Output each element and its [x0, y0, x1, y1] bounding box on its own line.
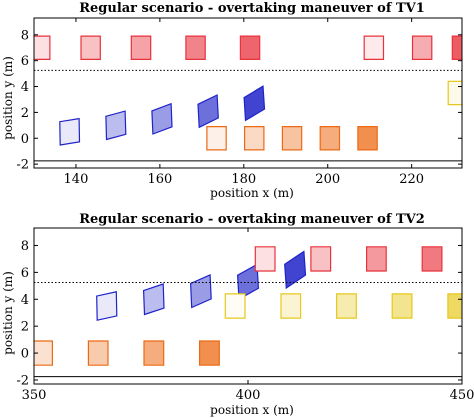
vehicle-footprint — [80, 35, 101, 61]
x-axis-label: position x (m) — [210, 403, 294, 417]
y-tick-label: -2 — [16, 158, 29, 173]
x-tick-label: 450 — [450, 388, 474, 403]
vehicle-footprint — [310, 246, 332, 272]
y-tick-label: 0 — [21, 132, 29, 147]
chart-panel-tv1: Regular scenario - overtaking maneuver o… — [1, 1, 463, 200]
vehicle-footprint — [451, 35, 462, 61]
road-reference-lines — [34, 69, 462, 162]
x-axis-label: position x (m) — [210, 186, 294, 200]
vehicle-footprint — [366, 246, 387, 272]
y-tick-label: 4 — [21, 80, 29, 95]
vehicle-footprint — [239, 35, 261, 61]
y-tick-label: 2 — [21, 320, 29, 335]
y-axis-label: position y (m) — [1, 56, 15, 140]
x-tick-label: 200 — [315, 172, 340, 187]
chart-title: Regular scenario - overtaking maneuver o… — [79, 212, 425, 227]
vehicle-footprint — [59, 117, 81, 146]
vehicle-footprint — [357, 125, 378, 151]
vehicle-footprint — [254, 246, 276, 272]
vehicle-footprint — [244, 125, 265, 151]
x-tick-label: 400 — [236, 388, 261, 403]
vehicle-footprint — [391, 293, 413, 319]
vehicle-footprint — [206, 125, 227, 151]
vehicle-footprint — [34, 340, 54, 366]
vehicle-footprints — [34, 246, 462, 366]
y-tick-label: 8 — [21, 239, 29, 254]
y-tick-labels: -2 0 2 4 6 8 — [16, 28, 462, 173]
y-tick-label: -2 — [16, 373, 29, 388]
vehicle-footprint — [197, 94, 219, 129]
y-tick-label: 4 — [21, 293, 29, 308]
vehicle-footprint — [363, 35, 385, 61]
x-tick-labels: 140 160 180 200 220 — [64, 18, 424, 187]
vehicle-footprint — [243, 85, 266, 122]
vehicle-footprint — [143, 340, 165, 366]
vehicle-footprint — [199, 340, 220, 366]
vehicle-footprint — [447, 293, 462, 319]
vehicle-footprint — [421, 246, 443, 272]
x-tick-labels: 350 400 450 — [22, 228, 474, 403]
vehicle-footprint — [130, 35, 152, 61]
vehicle-footprint — [151, 102, 173, 135]
vehicle-footprint — [224, 293, 246, 319]
x-tick-label: 180 — [231, 172, 256, 187]
x-tick-label: 220 — [399, 172, 424, 187]
chart-title: Regular scenario - overtaking maneuver o… — [79, 1, 425, 16]
vehicle-footprint — [336, 293, 357, 319]
y-tick-label: 0 — [21, 347, 29, 362]
vehicle-footprint — [142, 283, 165, 316]
y-tick-label: 6 — [21, 54, 29, 69]
vehicle-footprints — [34, 35, 462, 151]
vehicle-footprint — [96, 291, 118, 321]
vehicle-footprint — [281, 125, 303, 151]
vehicle-footprint — [280, 293, 302, 319]
y-tick-label: 8 — [21, 28, 29, 43]
y-tick-label: 6 — [21, 266, 29, 281]
vehicle-footprint — [105, 110, 127, 141]
x-tick-label: 140 — [64, 172, 89, 187]
vehicle-footprint — [34, 35, 51, 61]
y-tick-labels: -2 0 2 4 6 8 — [16, 239, 462, 388]
x-tick-label: 160 — [147, 172, 172, 187]
y-axis-label: position y (m) — [1, 271, 15, 355]
vehicle-footprint — [87, 340, 109, 366]
road-reference-lines — [34, 281, 462, 378]
vehicle-footprint — [189, 273, 212, 309]
vehicle-footprint — [284, 250, 307, 290]
chart-panel-tv2: Regular scenario - overtaking maneuver o… — [1, 212, 474, 417]
vehicle-footprint — [411, 35, 433, 61]
vehicle-footprint — [447, 80, 462, 106]
x-tick-label: 350 — [22, 388, 47, 403]
plot-frame — [33, 17, 463, 169]
vehicle-footprint — [319, 125, 341, 151]
y-tick-label: 2 — [21, 106, 29, 121]
vehicle-footprint — [185, 35, 206, 61]
